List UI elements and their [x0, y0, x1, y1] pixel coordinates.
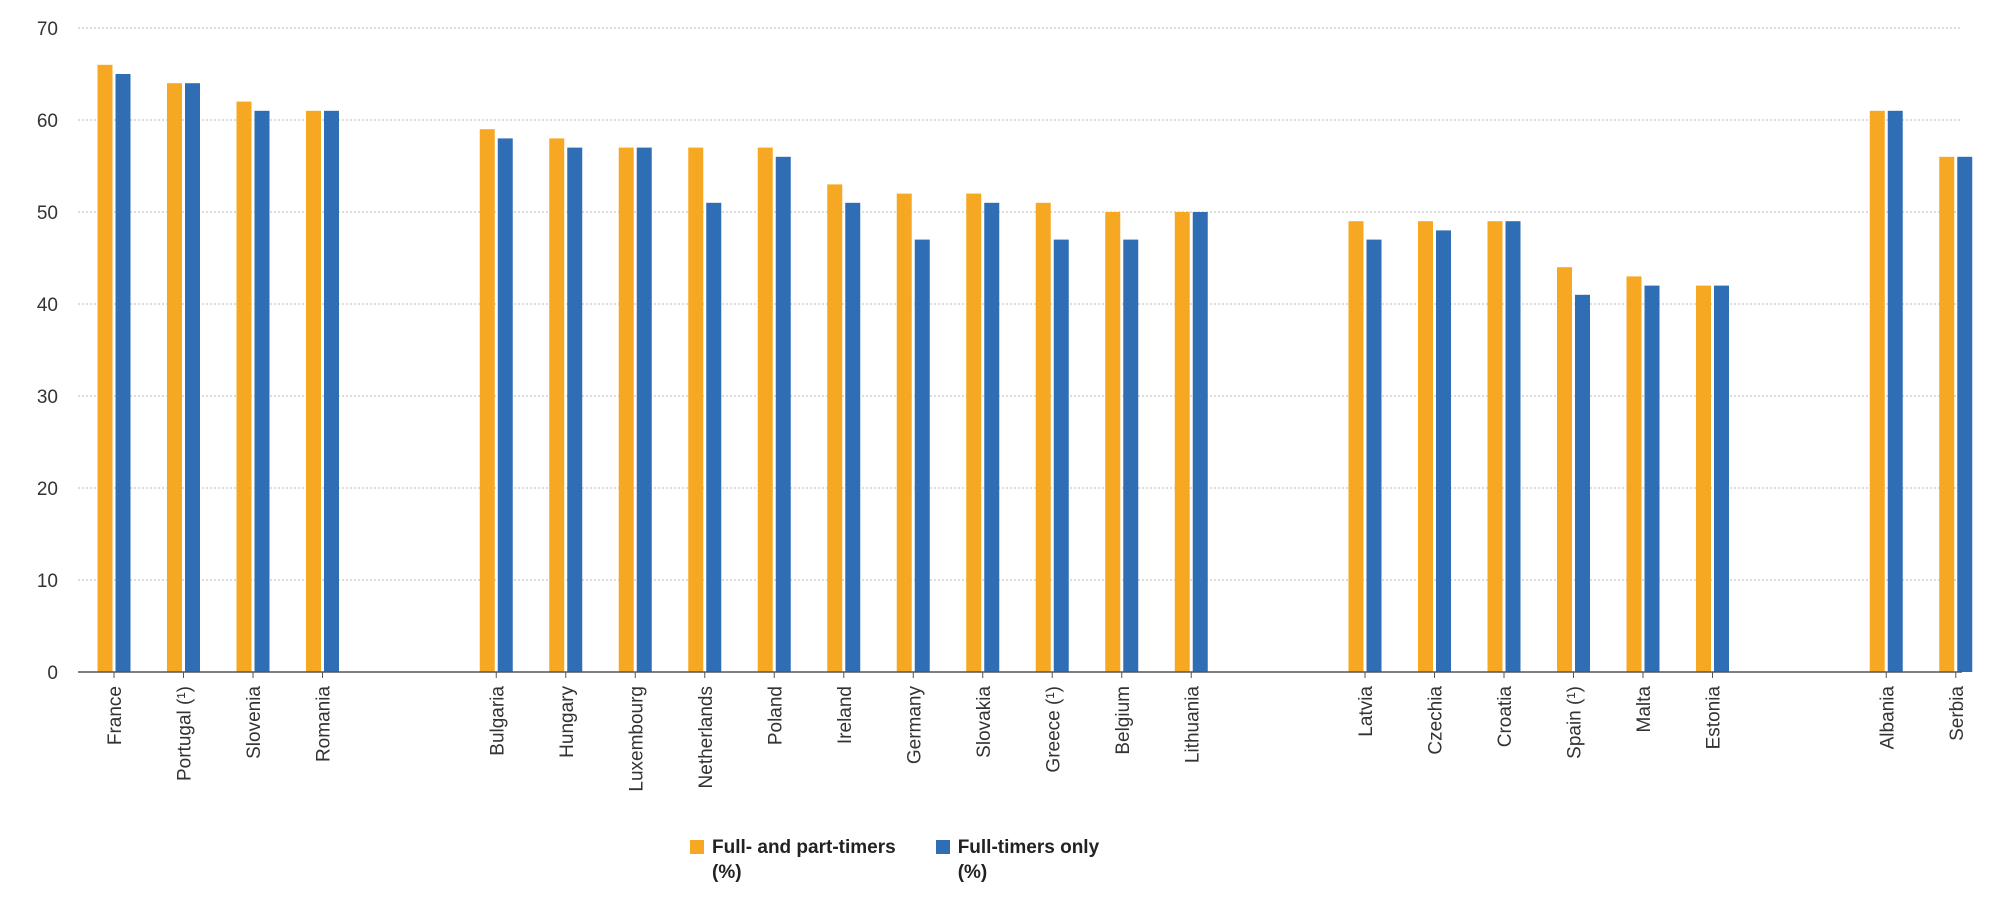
bar-full-timers-only[interactable] — [115, 74, 131, 672]
x-tick-label: Latvia — [1356, 686, 1377, 737]
x-tick-label: Serbia — [1947, 686, 1968, 741]
bar-full-and-part-timers[interactable] — [896, 193, 912, 672]
x-tick-label: Slovakia — [974, 686, 995, 758]
x-tick-label: Netherlands — [696, 686, 717, 788]
bar-full-timers-only[interactable] — [324, 110, 339, 673]
y-tick-label: 50 — [37, 203, 58, 224]
bar-full-timers-only[interactable] — [1192, 212, 1208, 672]
x-tick-label: Hungary — [557, 686, 578, 758]
bar-full-timers-only[interactable] — [845, 202, 861, 673]
x-axis-labels: France Portugal (¹) Slovenia Romania Bulgari… — [105, 672, 1968, 792]
bar-full-timers-only[interactable] — [1053, 239, 1069, 672]
x-tick-label: Poland — [765, 686, 786, 745]
x-tick-label: Lithuania — [1182, 686, 1203, 764]
x-tick-label: Albania — [1877, 686, 1898, 750]
bar-full-and-part-timers[interactable] — [1487, 221, 1503, 672]
bar-full-and-part-timers[interactable] — [1348, 221, 1364, 672]
bar-full-timers-only[interactable] — [254, 110, 270, 673]
bar-full-timers-only[interactable] — [185, 83, 200, 672]
bar-full-and-part-timers[interactable] — [688, 147, 704, 673]
x-tick-label: Slovenia — [244, 686, 265, 759]
bar-full-and-part-timers[interactable] — [549, 138, 565, 672]
x-tick-label: Germany — [904, 686, 925, 765]
bar-full-and-part-timers[interactable] — [1626, 276, 1642, 672]
legend-label-line1: Full- and part-timers — [712, 837, 896, 858]
x-tick-label: Portugal (¹) — [175, 686, 196, 781]
legend-item-full-timers-only[interactable]: Full-timers only (%) — [935, 835, 1099, 885]
x-tick-label: Estonia — [1704, 686, 1725, 750]
legend-item-full-and-part-timers[interactable]: Full- and part-timers (%) — [690, 835, 896, 885]
y-tick-label: 30 — [37, 387, 58, 408]
bar-full-timers-only[interactable] — [636, 147, 652, 673]
legend-label-line2: (%) — [712, 862, 742, 883]
bar-full-and-part-timers[interactable] — [1418, 221, 1433, 672]
y-tick-label: 10 — [37, 571, 58, 592]
x-tick-label: France — [105, 686, 126, 745]
bar-full-timers-only[interactable] — [1714, 285, 1729, 672]
x-tick-label: Ireland — [835, 686, 856, 744]
x-tick-label: Belgium — [1113, 686, 1134, 755]
bar-full-timers-only[interactable] — [1957, 156, 1973, 673]
x-tick-label: Malta — [1634, 686, 1655, 733]
y-tick-label: 60 — [37, 111, 58, 132]
bar-chart: 0 10 20 30 40 50 60 70 France Portugal (¹) Sloven… — [37, 19, 1973, 792]
bar-full-timers-only[interactable] — [497, 138, 513, 672]
bar-full-and-part-timers[interactable] — [1174, 212, 1190, 672]
y-axis-ticks: 0 10 20 30 40 50 60 70 — [37, 19, 58, 684]
bar-full-timers-only[interactable] — [1644, 285, 1660, 672]
bar-full-timers-only[interactable] — [1436, 230, 1451, 672]
bar-full-timers-only[interactable] — [1575, 294, 1590, 672]
bar-full-timers-only[interactable] — [914, 239, 930, 672]
x-tick-label: Croatia — [1495, 686, 1516, 748]
x-tick-label: Romania — [314, 686, 335, 762]
bar-full-timers-only[interactable] — [1123, 239, 1139, 672]
bar-full-and-part-timers[interactable] — [757, 147, 773, 673]
bar-full-and-part-timers[interactable] — [1105, 212, 1121, 672]
gridlines — [78, 27, 1962, 581]
bar-full-timers-only[interactable] — [1505, 221, 1521, 672]
x-tick-label: Spain (¹) — [1565, 686, 1586, 759]
legend: Full- and part-timers (%) Full-timers on… — [690, 835, 1099, 885]
legend-swatch-full-and-part-timers — [690, 840, 704, 854]
bar-full-and-part-timers[interactable] — [1696, 285, 1711, 672]
bar-full-timers-only[interactable] — [775, 156, 791, 673]
bars — [97, 64, 1973, 673]
bar-full-and-part-timers[interactable] — [1557, 267, 1572, 672]
bar-full-and-part-timers[interactable] — [1869, 110, 1885, 673]
bar-full-and-part-timers[interactable] — [618, 147, 634, 673]
y-tick-label: 20 — [37, 479, 58, 500]
legend-label-full-and-part-timers: Full- and part-timers (%) — [712, 835, 896, 885]
bar-full-and-part-timers[interactable] — [1035, 202, 1051, 673]
y-tick-label: 40 — [37, 295, 58, 316]
bar-full-timers-only[interactable] — [567, 147, 583, 673]
y-tick-label: 70 — [37, 19, 58, 40]
bar-full-and-part-timers[interactable] — [1939, 156, 1955, 673]
y-tick-label: 0 — [47, 663, 58, 684]
bar-full-and-part-timers[interactable] — [306, 110, 321, 673]
bar-full-and-part-timers[interactable] — [966, 193, 982, 672]
x-tick-label: Czechia — [1426, 686, 1447, 755]
x-tick-label: Greece (¹) — [1043, 686, 1064, 773]
bar-full-timers-only[interactable] — [984, 202, 1000, 673]
x-tick-label: Bulgaria — [487, 686, 508, 756]
legend-swatch-full-timers-only — [935, 840, 950, 854]
bar-full-and-part-timers[interactable] — [167, 83, 182, 672]
bar-full-and-part-timers[interactable] — [236, 101, 252, 673]
bar-full-and-part-timers[interactable] — [97, 64, 113, 673]
bar-full-and-part-timers[interactable] — [479, 129, 495, 672]
bar-full-timers-only[interactable] — [706, 202, 722, 673]
legend-label-full-timers-only: Full-timers only (%) — [958, 835, 1099, 885]
bar-full-timers-only[interactable] — [1366, 239, 1382, 672]
bar-full-timers-only[interactable] — [1887, 110, 1903, 673]
x-tick-label: Luxembourg — [626, 686, 647, 792]
legend-label-line1: Full-timers only — [957, 837, 1100, 858]
legend-label-line2: (%) — [957, 862, 988, 883]
bar-full-and-part-timers[interactable] — [827, 184, 843, 672]
